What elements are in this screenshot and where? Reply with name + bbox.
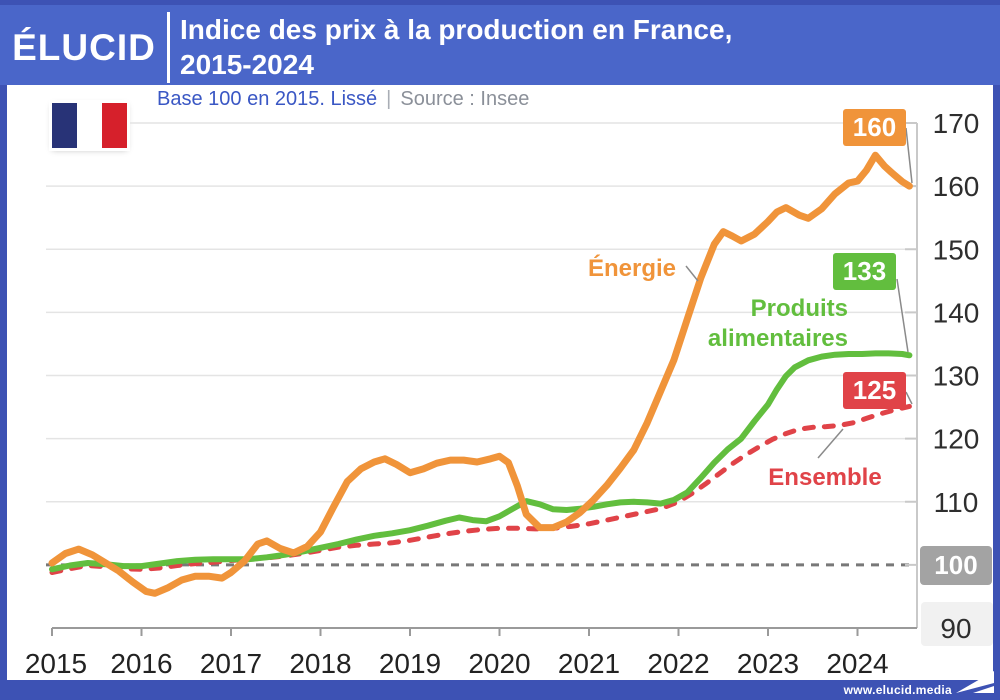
- series-line-ensemble: [49, 403, 912, 575]
- end-value-badge-produits: 133: [833, 253, 896, 290]
- x-tick-label: 2023: [737, 648, 799, 679]
- x-tick-label: 2022: [647, 648, 709, 679]
- france-flag-icon: [52, 103, 127, 148]
- baseline-100-badge: 100: [920, 546, 992, 585]
- paper-plane-icon: [956, 671, 994, 693]
- end-value-badge-energie: 160: [843, 109, 906, 146]
- subtitle-source-text: Source : Insee: [400, 88, 530, 110]
- footer-url: www.elucid.media: [843, 683, 952, 697]
- connector-line: [896, 278, 909, 353]
- subtitle-base-text: Base 100 en 2015. Lissé: [157, 88, 378, 110]
- connector-line: [905, 391, 913, 405]
- flag-blue-stripe: [52, 103, 77, 148]
- connector-line: [905, 127, 913, 184]
- y-tick-label: 160: [933, 171, 980, 202]
- frame-border-right: [993, 85, 1000, 700]
- x-tick-label: 2021: [558, 648, 620, 679]
- series-label-ensemble: Ensemble: [768, 464, 882, 491]
- flag-red-stripe: [102, 103, 127, 148]
- x-tick-label: 2020: [468, 648, 530, 679]
- connector-line: [817, 428, 844, 459]
- x-tick-label: 2015: [25, 648, 87, 679]
- chart-subtitle: Base 100 en 2015. Lissé | Source : Insee: [157, 88, 529, 111]
- series-label-produits-alimentaires: Produits alimentaires: [707, 295, 848, 352]
- series-line-energie: [48, 151, 913, 597]
- page-title-line1: Indice des prix à la production en Franc…: [180, 14, 733, 45]
- subtitle-separator: |: [386, 88, 392, 110]
- y-tick-label: 90: [940, 613, 971, 644]
- y-tick-label: 110: [934, 487, 979, 518]
- y-tick-label: 120: [933, 424, 980, 455]
- elucid-logo: ÉLUCID: [12, 27, 156, 68]
- y-tick-label: 170: [933, 108, 980, 139]
- x-tick-label: 2017: [200, 648, 262, 679]
- series-label-energie: Énergie: [587, 255, 676, 282]
- page-title: Indice des prix à la production en Franc…: [180, 12, 732, 82]
- frame-border-left: [0, 85, 7, 700]
- x-tick-label: 2019: [379, 648, 441, 679]
- flag-white-stripe: [77, 103, 102, 148]
- y-tick-label: 150: [933, 234, 980, 265]
- x-tick-label: 2016: [110, 648, 172, 679]
- footer-bar: [0, 680, 1000, 700]
- x-tick-label: 2018: [289, 648, 351, 679]
- y-tick-label: 130: [933, 361, 980, 392]
- y-label-90-band: [921, 602, 993, 646]
- x-tick-label: 2024: [826, 648, 888, 679]
- header: ÉLUCID Indice des prix à la production e…: [0, 0, 1000, 85]
- y-tick-label: 140: [933, 297, 980, 328]
- page-title-line2: 2015-2024: [180, 49, 314, 80]
- series-line-produits-alimentaires: [49, 350, 913, 573]
- end-value-badge-ensemble: 125: [843, 372, 906, 409]
- header-separator: [167, 12, 170, 83]
- connector-line: [685, 265, 699, 282]
